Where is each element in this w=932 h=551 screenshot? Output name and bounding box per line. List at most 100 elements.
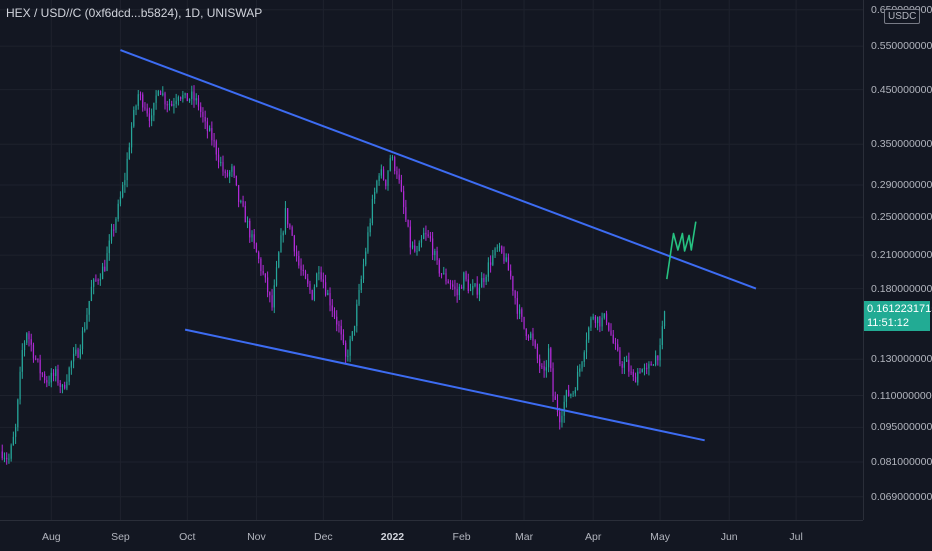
candle-body (581, 361, 583, 369)
candle-body (318, 272, 320, 274)
candle-body (262, 271, 264, 274)
candle-body (617, 344, 619, 351)
candle-body (108, 240, 110, 254)
candle-body (516, 298, 518, 314)
candle-body (467, 279, 469, 292)
candle-body (661, 326, 663, 346)
candle-body (171, 103, 173, 106)
price-axis-tick-label: 0.1300000000 (871, 353, 932, 366)
candle-body (503, 252, 505, 262)
candle-body (28, 333, 30, 340)
candle-body (217, 154, 220, 163)
price-axis-tick-label: 0.0950000000 (871, 421, 932, 434)
candle-body (1, 451, 3, 459)
candle-body (530, 333, 532, 339)
candle-body (193, 91, 195, 101)
candle-body (590, 318, 592, 328)
time-axis[interactable]: Aug Sep Oct Nov Dec 2022 Feb Mar Apr May Jun Jul (0, 520, 863, 551)
candle-body (39, 359, 41, 374)
candle-body (88, 300, 90, 315)
candle-body (304, 271, 307, 279)
candle-body (425, 232, 427, 235)
candle-body (579, 368, 581, 372)
bar-countdown: 11:51:12 (867, 317, 910, 329)
candle-body (237, 185, 240, 202)
candle-body (86, 314, 88, 329)
candle-body (391, 157, 394, 159)
candle-body (541, 366, 543, 368)
candle-body (324, 282, 327, 296)
candle-body (255, 243, 258, 253)
price-axis[interactable]: 0.65000000000.55000000000.45000000000.35… (863, 0, 932, 520)
candle-body (456, 289, 458, 296)
candle-body (481, 278, 483, 288)
candle-body (646, 367, 648, 369)
time-axis-tick-label: Oct (179, 531, 196, 543)
candle-body (215, 141, 217, 155)
candle-body (213, 140, 215, 142)
candle-body (340, 325, 342, 335)
time-axis-tick-label: Nov (247, 531, 266, 543)
candle-body (32, 344, 35, 359)
candle-body (271, 295, 273, 308)
candle-body (487, 262, 489, 277)
candle-body (443, 273, 445, 275)
candle-body (273, 285, 275, 308)
candle-body (211, 128, 213, 141)
candle-body (639, 371, 641, 373)
price-chart-canvas[interactable] (0, 0, 863, 520)
candle-body (494, 248, 496, 256)
candle-body (313, 286, 316, 300)
candle-body (414, 245, 416, 252)
candle-body (420, 238, 423, 243)
candle-body (605, 313, 608, 323)
candle-body (452, 284, 454, 287)
price-axis-tick-label: 0.0810000000 (871, 455, 932, 468)
candle-body (550, 348, 552, 369)
candle-body (436, 251, 438, 261)
candle-body (264, 273, 266, 278)
candle-body (532, 333, 534, 341)
candle-body (175, 100, 177, 104)
candle-body (282, 232, 284, 236)
candle-body (311, 290, 313, 300)
candle-body (316, 273, 318, 287)
candle-body (35, 358, 37, 360)
candle-body (59, 383, 61, 387)
time-axis-tick-label: Aug (41, 531, 61, 543)
candle-body (597, 316, 599, 323)
candle-body (117, 203, 119, 219)
candle-body (483, 278, 485, 282)
time-axis-tick-label: May (650, 531, 670, 543)
drawing-layer (120, 49, 757, 442)
candle-body (21, 350, 23, 372)
candle-body (588, 327, 590, 340)
candle-body (641, 369, 643, 373)
candle-body (362, 264, 365, 279)
candle-body (124, 180, 126, 186)
candle-body (61, 384, 64, 387)
candle-body (10, 445, 12, 459)
candle-body (592, 316, 594, 319)
candle-body (307, 278, 309, 284)
candle-body (220, 162, 222, 164)
currency-unit-label[interactable]: USDC (884, 9, 921, 24)
candle-body (570, 394, 572, 396)
candle-body (50, 372, 52, 383)
candle-body (418, 242, 420, 252)
candle-body (576, 371, 579, 391)
candle-body (496, 247, 498, 249)
candle-body (77, 349, 79, 358)
candle-body (501, 246, 503, 253)
candle-body (251, 234, 253, 238)
candle-body (142, 94, 144, 108)
candle-body (19, 371, 21, 400)
candle-body (95, 279, 97, 281)
candle-body (101, 266, 104, 280)
candle-body (70, 361, 72, 368)
candle-body (17, 399, 19, 428)
candle-body (110, 229, 113, 241)
candle-body (563, 401, 565, 416)
candle-body (659, 345, 661, 361)
candle-body (460, 286, 463, 289)
